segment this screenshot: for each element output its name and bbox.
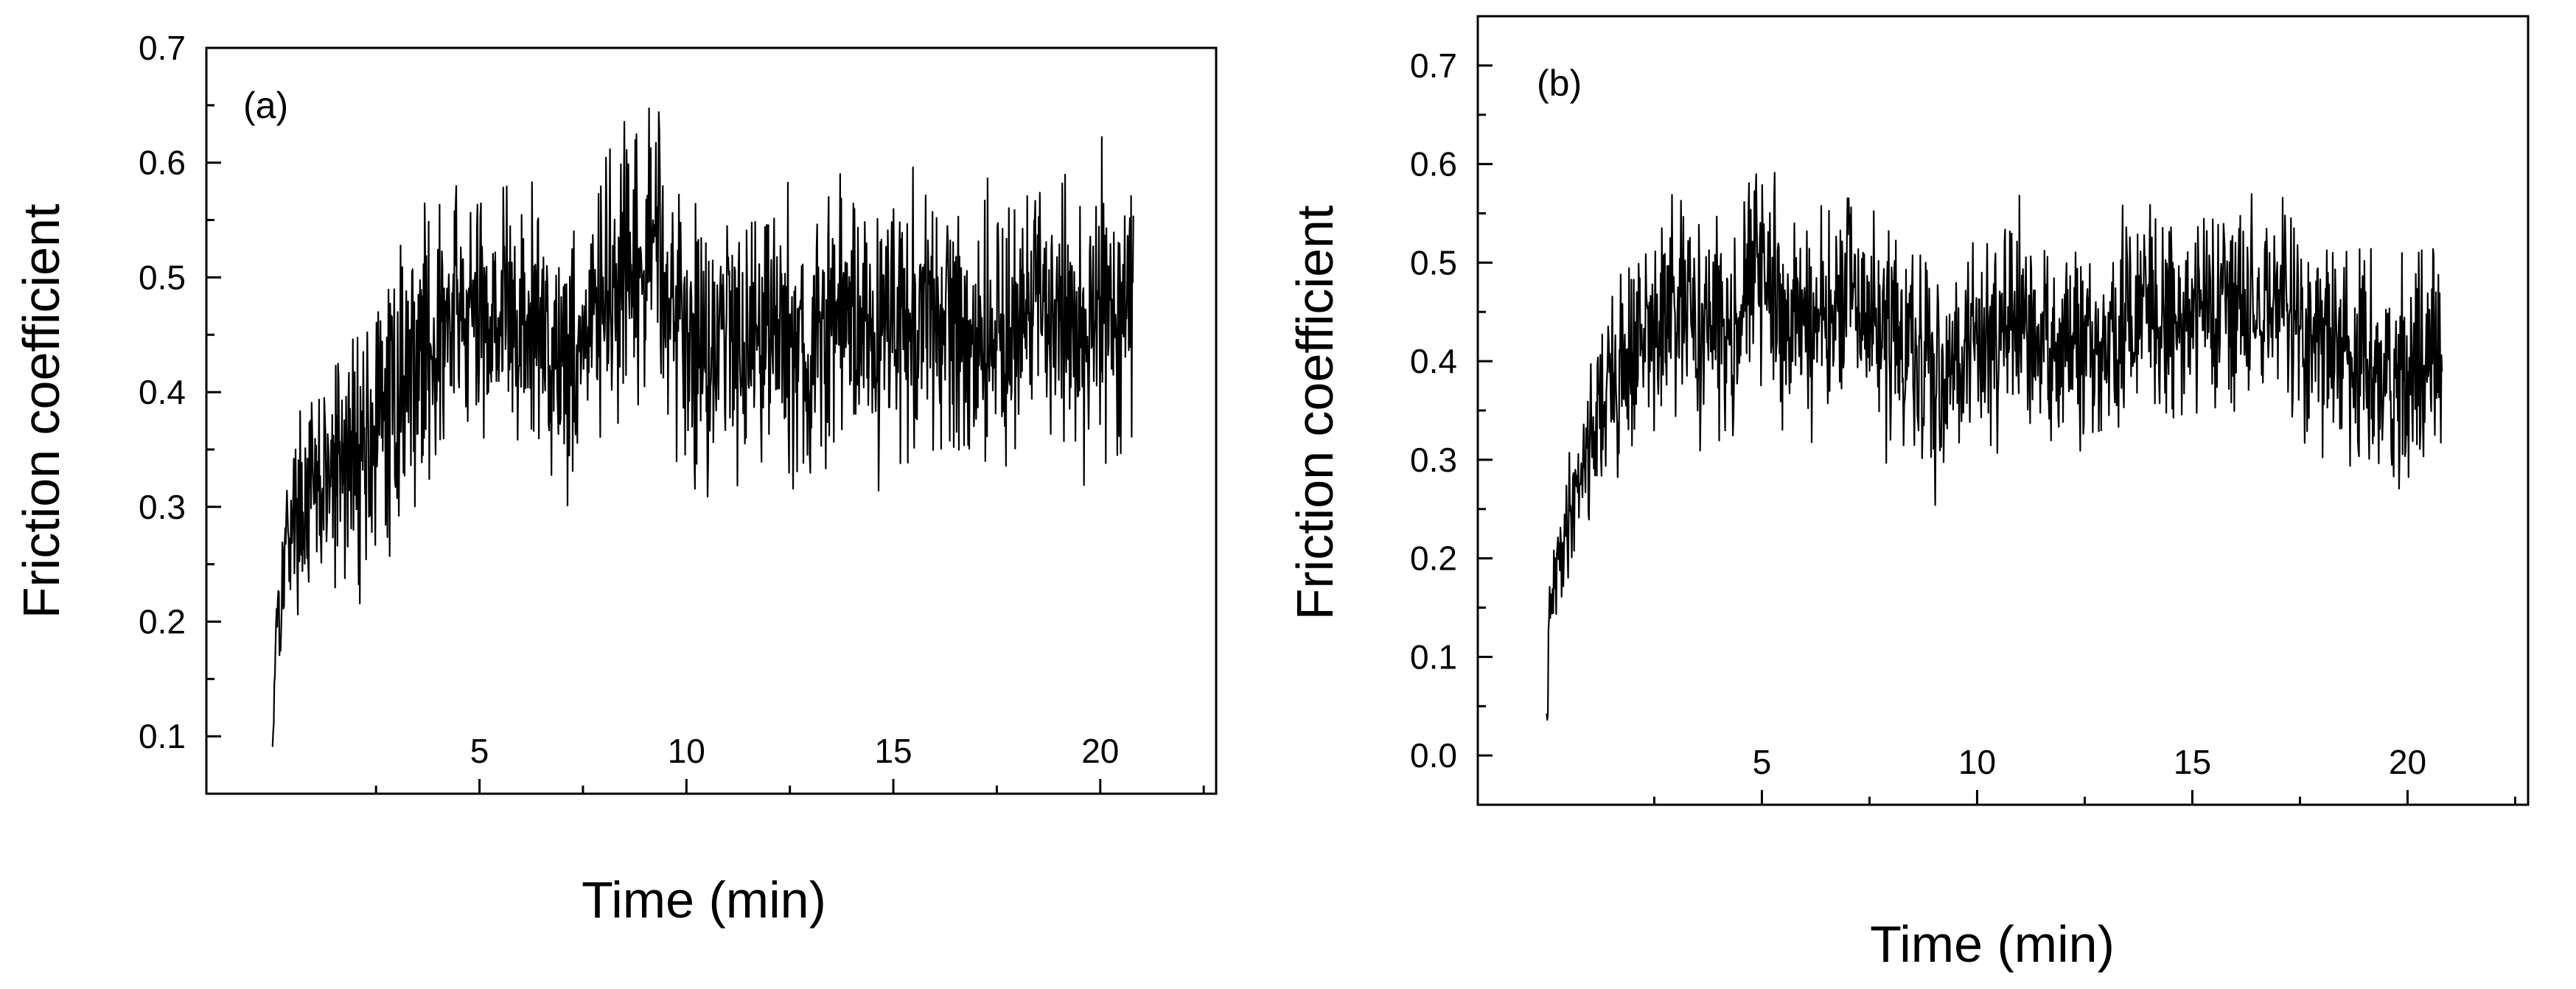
ticks-a: 5 10 15 20 0.1 0.2 0.3 0.4 0.5 0.6 0.7 (139, 29, 1205, 794)
y-tick-label: 0.5 (1410, 243, 1457, 282)
y-tick-label: 0.3 (139, 488, 186, 526)
y-tick-label: 0.2 (1410, 539, 1457, 578)
y-axis-title-b: Friction coefficient (1286, 206, 1344, 621)
y-tick-label: 0.1 (1410, 637, 1457, 676)
ticks-b: 5 10 15 20 0.0 0.1 0.2 0.3 0.4 0.5 0.6 0.7 (1410, 46, 2516, 805)
x-tick-label: 5 (1753, 743, 1772, 781)
y-tick-label: 0.1 (139, 717, 186, 755)
x-tick-label: 10 (1958, 743, 1996, 781)
x-tick-label: 10 (668, 732, 705, 770)
plot-frame-b (1476, 15, 2530, 806)
y-tick-label: 0.3 (1410, 441, 1457, 479)
x-axis-title-a: Time (min) (582, 871, 826, 929)
x-tick-label: 15 (2174, 743, 2211, 781)
y-tick-label: 0.7 (139, 29, 186, 67)
panel-label-b: (b) (1537, 63, 1582, 104)
y-tick-label: 0.4 (1410, 342, 1457, 380)
y-tick-label: 0.6 (1410, 145, 1457, 184)
x-tick-label: 20 (2389, 743, 2426, 781)
plot-area-a (271, 107, 1134, 747)
x-axis-title-b: Time (min) (1870, 915, 2115, 973)
friction-series-line (271, 107, 1134, 747)
y-tick-label: 0.2 (139, 602, 186, 640)
plot-frame-a (205, 46, 1218, 795)
panel-label-a: (a) (243, 85, 288, 126)
y-tick-label: 0.0 (1410, 736, 1457, 775)
plot-area-b (1546, 172, 2443, 721)
chart-panel-b: Friction coefficient Time (min) (b) 5 10 1… (1286, 15, 2530, 973)
x-tick-label: 20 (1081, 732, 1119, 770)
y-axis-title-a: Friction coefficient (13, 204, 70, 619)
y-tick-label: 0.7 (1410, 46, 1457, 85)
x-tick-label: 15 (874, 732, 912, 770)
y-tick-label: 0.6 (139, 144, 186, 182)
y-tick-label: 0.4 (139, 373, 186, 411)
y-tick-label: 0.5 (139, 258, 186, 296)
chart-panel-a: Friction coefficient Time (min) (a) 5 10 1… (13, 29, 1218, 929)
friction-series-line (1546, 172, 2443, 721)
x-tick-label: 5 (470, 732, 489, 770)
